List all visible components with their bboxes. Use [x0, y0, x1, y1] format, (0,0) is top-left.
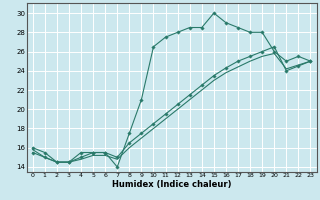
X-axis label: Humidex (Indice chaleur): Humidex (Indice chaleur) — [112, 180, 231, 189]
